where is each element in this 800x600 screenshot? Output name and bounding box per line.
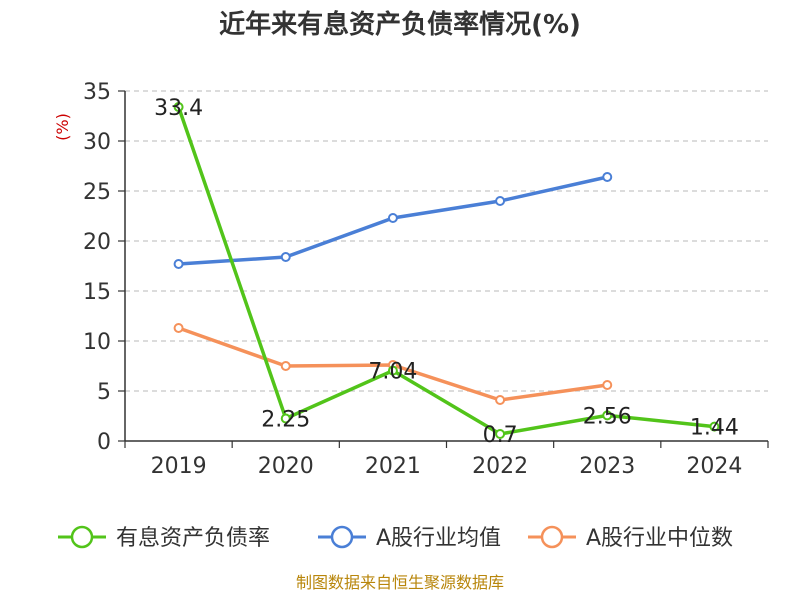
data-label: 1.44	[690, 416, 739, 441]
series-1-point	[495, 196, 506, 206]
data-label: 33.4	[154, 96, 203, 121]
series-0-point	[173, 102, 184, 112]
series-0-point	[709, 421, 720, 432]
x-tick-label: 2020	[258, 454, 314, 479]
y-tick-label: 10	[83, 330, 111, 355]
data-labels: 33.4 2.25 7.04 0.7 2.56 1.44	[154, 96, 739, 448]
series-1-point	[602, 172, 613, 182]
y-tick-label: 0	[97, 430, 111, 455]
legend-item-2: A股行业中位数	[528, 525, 733, 551]
legend-item-1: A股行业均值	[318, 525, 501, 551]
y-tick-label: 35	[83, 80, 111, 105]
series-line-0	[176, 106, 715, 436]
y-tick-label: 30	[83, 130, 111, 155]
series-0-point	[280, 413, 291, 424]
y-axis-unit: (%)	[53, 113, 72, 141]
series-1-point	[173, 259, 184, 269]
series-2-point	[602, 380, 613, 390]
legend-swatch-marker	[330, 525, 354, 549]
x-tick-label: 2021	[365, 454, 421, 479]
y-tick-label: 5	[97, 380, 111, 405]
x-tick-label: 2024	[686, 454, 742, 479]
series-layer	[173, 102, 720, 439]
x-tick-label: 2022	[472, 454, 528, 479]
x-tick-label: 2023	[579, 454, 635, 479]
y-tick-label: 20	[83, 230, 111, 255]
series-0-point	[602, 410, 613, 421]
y-tick-label: 15	[83, 280, 111, 305]
legend-swatch-marker	[70, 525, 94, 549]
legend-label: A股行业中位数	[586, 526, 733, 551]
source-note: 制图数据来自恒生聚源数据库	[296, 573, 504, 592]
series-1-point	[280, 252, 291, 262]
series-1-point	[387, 213, 398, 223]
legend-item-0: 有息资产负债率	[58, 525, 270, 551]
data-label: 7.04	[368, 360, 417, 385]
series-2-point	[280, 361, 291, 371]
axes: 0 5 10 15 20 25 30 35 2019 2020 2021 2022 2023 2024	[83, 80, 769, 479]
legend-swatch-marker	[540, 525, 564, 549]
data-label: 2.25	[261, 408, 310, 433]
legend: 有息资产负债率 A股行业均值 A股行业中位数	[58, 525, 733, 551]
data-label: 0.7	[483, 423, 518, 448]
legend-label: 有息资产负债率	[116, 526, 270, 551]
chart-title: 近年来有息资产负债率情况(%)	[219, 9, 581, 40]
series-2-point	[495, 395, 506, 405]
data-label: 2.56	[583, 404, 632, 429]
legend-label: A股行业均值	[376, 526, 501, 551]
series-0-point	[495, 429, 506, 439]
series-2-point	[173, 323, 184, 333]
y-tick-label: 25	[83, 180, 111, 205]
x-tick-label: 2019	[151, 454, 207, 479]
series-0-point	[387, 365, 398, 376]
grid-lines	[125, 90, 768, 392]
